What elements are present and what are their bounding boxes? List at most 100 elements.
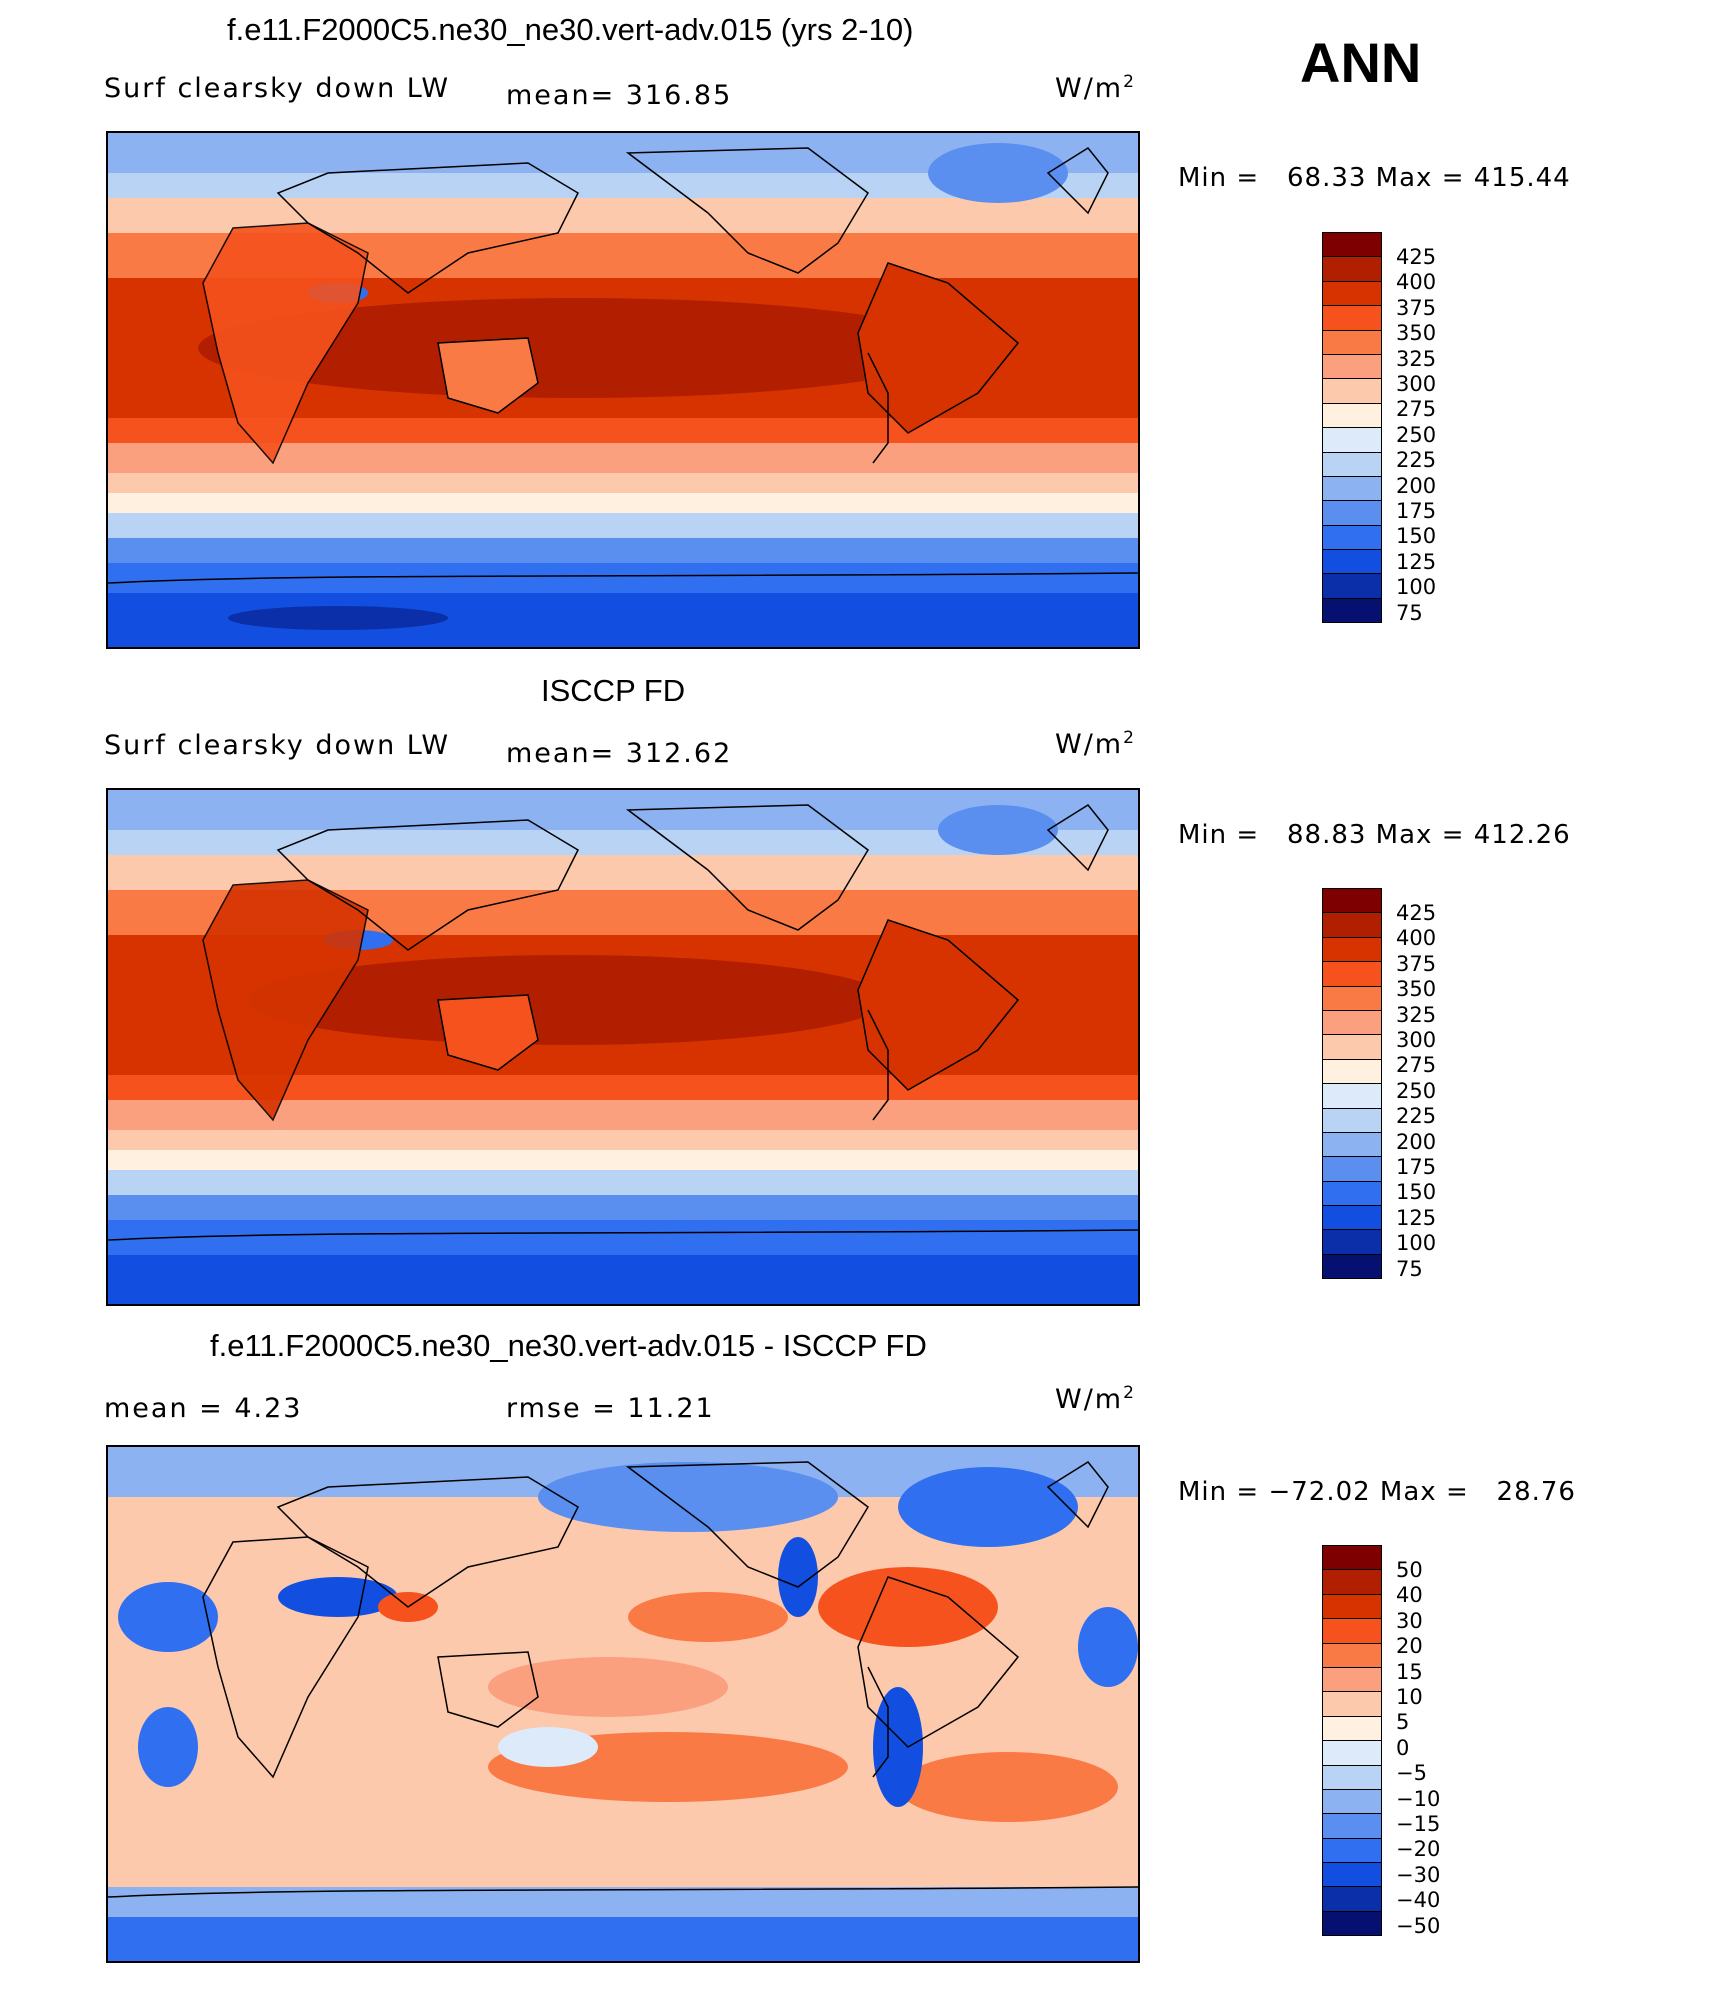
colorbar-cell xyxy=(1322,1253,1382,1280)
colorbar-cell xyxy=(1322,475,1382,502)
colorbar-cell xyxy=(1322,402,1382,429)
colorbar-tick-label: 375 xyxy=(1396,295,1437,320)
colorbar-cell xyxy=(1322,1107,1382,1133)
colorbar-cell xyxy=(1322,1034,1382,1060)
colorbar-cell xyxy=(1322,1813,1382,1839)
colorbar-tick-label: −50 xyxy=(1396,1913,1441,1938)
panel-3-minmax: Min = −72.02 Max = 28.76 xyxy=(1178,1477,1576,1507)
colorbar-cell xyxy=(1322,1715,1382,1742)
panel-2-variable-label: Surf clearsky down LW xyxy=(104,730,451,761)
colorbar-tick-label: 200 xyxy=(1396,1129,1437,1154)
colorbar-tick-label: 75 xyxy=(1396,600,1423,625)
colorbar-tick-label: 300 xyxy=(1396,1028,1437,1052)
panel-2-colorbar xyxy=(1322,888,1382,1280)
panel-3-mean-label: mean = 4.23 xyxy=(104,1393,303,1424)
colorbar-tick-label: 275 xyxy=(1396,397,1437,422)
colorbar-cell xyxy=(1322,353,1382,380)
colorbar-tick-label: −40 xyxy=(1396,1888,1441,1913)
colorbar-cell xyxy=(1322,256,1382,282)
colorbar-tick-label: 50 xyxy=(1396,1558,1423,1582)
colorbar-cell xyxy=(1322,573,1382,599)
colorbar-tick-label: 75 xyxy=(1396,1256,1423,1281)
colorbar-cell xyxy=(1322,1740,1382,1766)
colorbar-cell xyxy=(1322,1691,1382,1717)
colorbar-tick-label: 425 xyxy=(1396,901,1437,925)
colorbar-cell xyxy=(1322,329,1382,355)
panel-2-map-svg xyxy=(108,790,1138,1304)
colorbar-tick-label: 375 xyxy=(1396,951,1437,976)
colorbar-cell xyxy=(1322,232,1382,258)
colorbar-tick-label: −10 xyxy=(1396,1786,1441,1811)
colorbar-cell xyxy=(1322,1666,1382,1693)
colorbar-tick-label: 0 xyxy=(1396,1735,1410,1760)
colorbar-tick-label: 350 xyxy=(1396,321,1437,346)
colorbar-cell xyxy=(1322,1569,1382,1595)
colorbar-tick-label: −20 xyxy=(1396,1837,1441,1862)
colorbar-cell xyxy=(1322,1910,1382,1937)
season-label: ANN xyxy=(1300,31,1422,94)
colorbar-cell xyxy=(1322,427,1382,453)
colorbar-cell xyxy=(1322,1837,1382,1864)
panel-3-map xyxy=(106,1445,1140,1963)
colorbar-tick-label: 275 xyxy=(1396,1053,1437,1078)
colorbar-tick-label: 100 xyxy=(1396,575,1437,600)
colorbar-tick-label: −5 xyxy=(1396,1761,1427,1786)
colorbar-cell xyxy=(1322,524,1382,551)
colorbar-cell xyxy=(1322,1180,1382,1207)
colorbar-tick-label: 15 xyxy=(1396,1659,1423,1684)
colorbar-tick-label: 175 xyxy=(1396,499,1437,523)
colorbar-tick-label: −30 xyxy=(1396,1862,1441,1887)
panel-2-minmax: Min = 88.83 Max = 412.26 xyxy=(1178,820,1571,850)
colorbar-cell xyxy=(1322,451,1382,477)
panel-2-title: ISCCP FD xyxy=(541,673,686,708)
colorbar-tick-label: 400 xyxy=(1396,270,1437,295)
colorbar-tick-label: 10 xyxy=(1396,1685,1423,1709)
colorbar-cell xyxy=(1322,305,1382,331)
colorbar-cell xyxy=(1322,549,1382,575)
colorbar-tick-label: 250 xyxy=(1396,422,1437,447)
colorbar-cell xyxy=(1322,378,1382,404)
colorbar-cell xyxy=(1322,912,1382,938)
colorbar-cell xyxy=(1322,1058,1382,1085)
colorbar-tick-label: 400 xyxy=(1396,926,1437,951)
colorbar-tick-label: 5 xyxy=(1396,1710,1410,1735)
panel-2-map xyxy=(106,788,1140,1306)
panel-1-variable-label: Surf clearsky down LW xyxy=(104,73,451,104)
colorbar-cell xyxy=(1322,936,1382,963)
colorbar-cell xyxy=(1322,1862,1382,1888)
colorbar-tick-label: 20 xyxy=(1396,1634,1423,1659)
colorbar-cell xyxy=(1322,1009,1382,1036)
panel-1-minmax: Min = 68.33 Max = 415.44 xyxy=(1178,163,1571,193)
panel-1-map-svg xyxy=(108,133,1138,647)
colorbar-tick-label: 350 xyxy=(1396,977,1437,1002)
panel-1-title: f.e11.F2000C5.ne30_ne30.vert-adv.015 (yr… xyxy=(227,12,914,47)
panel-2-mean-label: mean= 312.62 xyxy=(506,738,733,769)
colorbar-cell xyxy=(1322,1593,1382,1620)
colorbar-cell xyxy=(1322,280,1382,307)
colorbar-cell xyxy=(1322,1229,1382,1255)
colorbar-tick-label: 175 xyxy=(1396,1155,1437,1179)
colorbar-tick-label: 125 xyxy=(1396,1205,1437,1230)
colorbar-tick-label: 30 xyxy=(1396,1608,1423,1633)
colorbar-cell xyxy=(1322,1642,1382,1668)
colorbar-cell xyxy=(1322,500,1382,526)
panel-3-colorbar xyxy=(1322,1545,1382,1937)
panel-1-mean-label: mean= 316.85 xyxy=(506,80,733,111)
colorbar-cell xyxy=(1322,985,1382,1011)
colorbar-cell xyxy=(1322,597,1382,624)
colorbar-tick-label: 250 xyxy=(1396,1078,1437,1103)
colorbar-cell xyxy=(1322,1764,1382,1790)
panel-3-map-svg xyxy=(108,1447,1138,1961)
colorbar-cell xyxy=(1322,961,1382,987)
colorbar-cell xyxy=(1322,1156,1382,1182)
panel-3-rmse-label: rmse = 11.21 xyxy=(506,1393,715,1424)
colorbar-cell xyxy=(1322,1618,1382,1644)
panel-2-units: W/m2 xyxy=(1055,728,1136,760)
colorbar-tick-label: 425 xyxy=(1396,245,1437,269)
colorbar-cell xyxy=(1322,888,1382,914)
colorbar-tick-label: 325 xyxy=(1396,1002,1437,1027)
colorbar-cell xyxy=(1322,1545,1382,1571)
colorbar-tick-label: −15 xyxy=(1396,1812,1441,1836)
panel-1-colorbar xyxy=(1322,232,1382,624)
colorbar-tick-label: 225 xyxy=(1396,448,1437,473)
